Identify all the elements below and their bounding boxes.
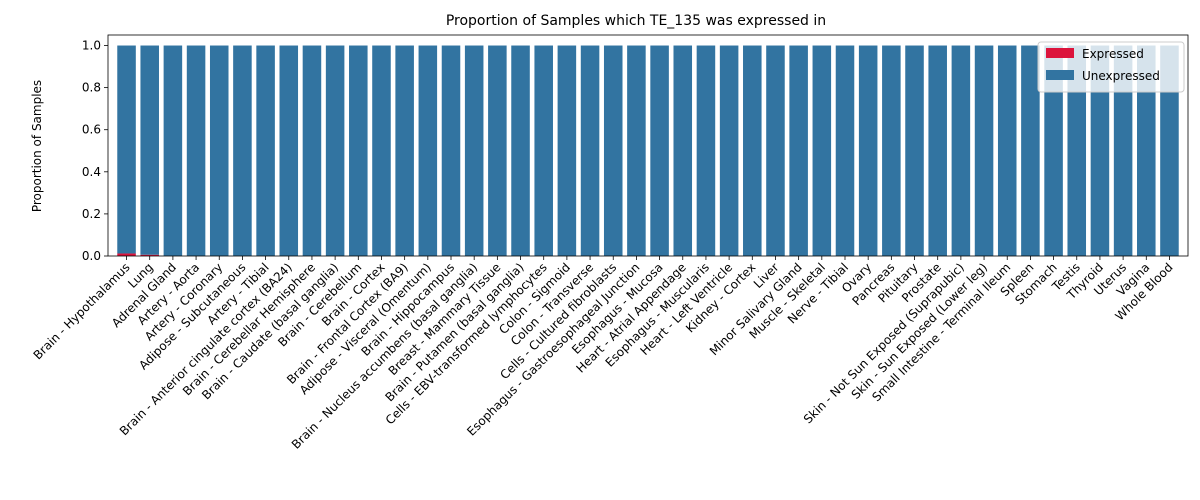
- y-tick-label: 0.2: [82, 207, 101, 221]
- bar-unexpressed: [835, 45, 855, 256]
- axes-frame: [107, 34, 1189, 257]
- legend: Expressed Unexpressed: [1037, 41, 1185, 93]
- bar-unexpressed: [534, 45, 553, 256]
- bar-unexpressed: [488, 45, 507, 256]
- bar-unexpressed: [1067, 45, 1087, 256]
- bar-expressed: [140, 254, 159, 256]
- bar-unexpressed: [905, 45, 924, 256]
- bar-unexpressed: [1044, 45, 1063, 256]
- bars: [117, 45, 1179, 256]
- bar-unexpressed: [441, 45, 461, 256]
- bar-unexpressed: [279, 45, 299, 256]
- bar-unexpressed: [395, 45, 414, 256]
- bar-unexpressed: [650, 45, 669, 256]
- bar-unexpressed: [951, 45, 971, 256]
- bar-unexpressed: [789, 45, 808, 256]
- bar-unexpressed: [1137, 45, 1156, 256]
- bar-unexpressed: [696, 45, 716, 256]
- bar-unexpressed: [603, 45, 623, 256]
- bar-unexpressed: [511, 45, 530, 256]
- y-tick-label: 0.6: [82, 123, 101, 137]
- legend-label-expressed: Expressed: [1082, 47, 1144, 61]
- bar-unexpressed: [766, 45, 785, 256]
- bar-unexpressed: [743, 45, 762, 256]
- bar-unexpressed: [1090, 45, 1110, 256]
- bar-unexpressed: [858, 45, 878, 256]
- legend-swatch-unexpressed: [1046, 70, 1074, 80]
- y-tick-label: 0.8: [82, 81, 101, 95]
- y-axis-label: Proportion of Samples: [30, 80, 44, 212]
- y-tick-label: 0.4: [82, 165, 101, 179]
- bar-unexpressed: [1113, 45, 1133, 256]
- y-tick-label: 1.0: [82, 39, 101, 53]
- bar-unexpressed: [418, 45, 438, 256]
- bar-unexpressed: [372, 45, 391, 256]
- bar-unexpressed: [580, 45, 600, 256]
- bar-unexpressed: [140, 45, 159, 255]
- bar-unexpressed: [812, 45, 832, 256]
- bar-unexpressed: [117, 45, 136, 254]
- bar-unexpressed: [719, 45, 739, 256]
- bar-unexpressed: [302, 45, 322, 256]
- bar-unexpressed: [557, 45, 577, 256]
- bar-unexpressed: [325, 45, 345, 256]
- bar-unexpressed: [464, 45, 484, 256]
- legend-label-unexpressed: Unexpressed: [1082, 69, 1160, 83]
- bar-expressed: [117, 253, 136, 256]
- chart-title: Proportion of Samples which TE_135 was e…: [446, 13, 826, 29]
- bar-unexpressed: [997, 45, 1017, 256]
- y-tick-label: 0.0: [82, 249, 101, 263]
- legend-box: [1037, 41, 1185, 93]
- bar-unexpressed: [1021, 45, 1040, 256]
- bar-unexpressed: [974, 45, 994, 256]
- bar-unexpressed: [673, 45, 693, 256]
- bar-unexpressed: [928, 45, 947, 256]
- bar-unexpressed: [256, 45, 275, 256]
- bar-unexpressed: [163, 45, 183, 256]
- legend-swatch-expressed: [1046, 48, 1074, 58]
- bar-unexpressed: [233, 45, 252, 256]
- bar-unexpressed: [882, 45, 901, 256]
- bar-unexpressed: [627, 45, 646, 256]
- bar-unexpressed: [1160, 45, 1179, 256]
- bar-unexpressed: [186, 45, 206, 256]
- bar-unexpressed: [209, 45, 229, 256]
- bar-unexpressed: [349, 45, 368, 256]
